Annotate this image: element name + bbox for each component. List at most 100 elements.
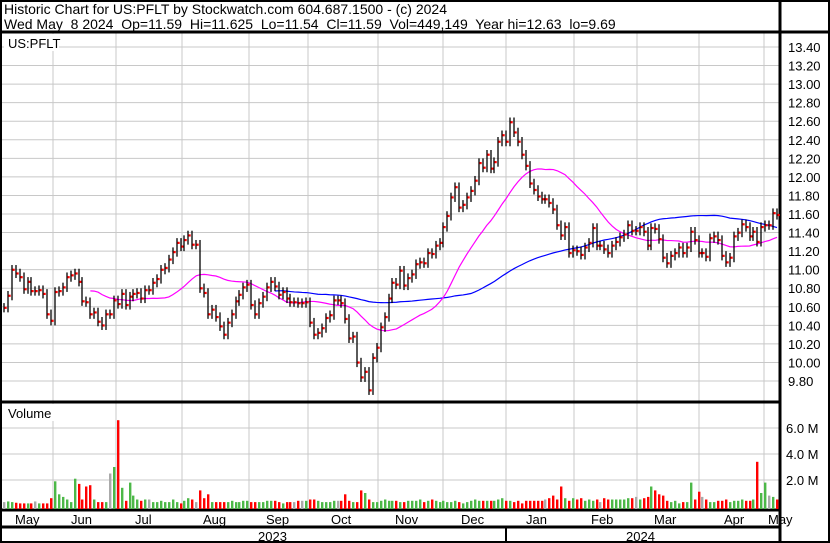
close-tick — [420, 261, 423, 264]
close-tick — [773, 212, 776, 215]
close-tick — [679, 246, 682, 249]
volume-bar — [301, 500, 304, 509]
volume-bar — [482, 500, 485, 509]
volume-bar — [183, 500, 186, 509]
close-tick — [153, 281, 156, 284]
volume-bar — [764, 482, 767, 509]
close-tick — [149, 289, 152, 292]
close-tick — [349, 337, 352, 340]
close-tick — [39, 289, 42, 292]
close-tick — [710, 237, 713, 240]
close-tick — [545, 198, 548, 201]
close-tick — [51, 319, 54, 322]
volume-bar — [403, 502, 406, 509]
volume-bar — [262, 502, 265, 509]
volume-bar — [541, 500, 544, 509]
close-tick — [691, 230, 694, 233]
volume-bar — [380, 500, 383, 509]
volume-bar — [258, 502, 261, 509]
close-tick — [67, 276, 70, 279]
close-tick — [722, 254, 725, 257]
close-tick — [130, 295, 133, 298]
volume-bar — [74, 478, 77, 509]
close-tick — [530, 182, 533, 185]
volume-bar — [395, 500, 398, 509]
close-tick — [765, 224, 768, 227]
volume-bar — [329, 502, 332, 509]
price-tick-label: 13.20 — [788, 59, 821, 74]
month-label: Mar — [654, 512, 677, 527]
volume-bar — [619, 499, 622, 509]
close-tick — [196, 243, 199, 246]
close-tick — [173, 251, 176, 254]
volume-bar — [521, 503, 524, 509]
close-tick — [236, 300, 239, 303]
volume-bar — [132, 495, 135, 509]
volume-bar — [698, 491, 701, 509]
close-tick — [79, 280, 82, 283]
volume-bar — [78, 483, 81, 509]
close-tick — [506, 140, 509, 143]
close-tick — [322, 327, 325, 330]
close-tick — [290, 301, 293, 304]
close-tick — [267, 286, 270, 289]
volume-bar — [756, 461, 759, 509]
month-label: Dec — [461, 512, 485, 527]
quote-summary: Wed May 8 2024 Op=11.59 Hi=11.625 Lo=11.… — [4, 16, 616, 32]
close-tick — [86, 301, 89, 304]
close-tick — [35, 290, 38, 293]
close-tick — [718, 238, 721, 242]
close-tick — [412, 273, 415, 276]
close-tick — [628, 224, 631, 227]
volume-bar — [470, 500, 473, 509]
volume-bar — [733, 500, 736, 509]
close-tick — [408, 277, 411, 280]
close-tick — [491, 167, 494, 170]
volume-bar — [682, 502, 685, 509]
volume-bar — [497, 499, 500, 509]
close-tick — [549, 201, 552, 205]
close-tick — [730, 256, 733, 259]
close-tick — [675, 251, 678, 255]
volume-bar — [250, 502, 253, 509]
volume-bar — [490, 500, 493, 509]
close-tick — [463, 203, 466, 206]
close-tick — [475, 179, 478, 182]
volume-bar — [419, 499, 422, 509]
close-tick — [636, 229, 639, 232]
volume-bar — [286, 502, 289, 509]
volume-bar — [662, 495, 665, 509]
price-tick-label: 11.40 — [788, 226, 820, 241]
close-tick — [663, 256, 666, 259]
close-tick — [624, 233, 627, 236]
close-tick — [671, 254, 674, 257]
month-label: Oct — [331, 512, 352, 527]
close-tick — [436, 244, 439, 247]
close-tick — [345, 317, 348, 321]
close-tick — [479, 161, 482, 165]
close-tick — [600, 244, 603, 247]
close-tick — [597, 244, 600, 247]
volume-bar — [113, 467, 116, 509]
close-tick — [188, 234, 191, 237]
price-tick-label: 12.40 — [788, 133, 821, 148]
price-tick-label: 10.40 — [788, 318, 821, 333]
volume-bar — [391, 500, 394, 509]
price-tick-label: 12.00 — [788, 170, 821, 185]
close-tick — [644, 230, 647, 233]
volume-bar — [454, 500, 457, 509]
volume-bar — [34, 501, 37, 509]
volume-bar — [164, 502, 167, 509]
volume-bar — [513, 502, 516, 509]
volume-bar — [231, 500, 234, 509]
symbol-label-bg — [4, 34, 59, 51]
volume-bar — [529, 500, 532, 509]
close-tick — [63, 286, 66, 289]
volume-bar — [238, 502, 241, 509]
price-tick-label: 11.20 — [788, 244, 820, 259]
volume-bar — [81, 499, 84, 509]
volume-bar — [360, 490, 363, 509]
close-tick — [471, 189, 474, 193]
volume-bar — [278, 502, 281, 509]
